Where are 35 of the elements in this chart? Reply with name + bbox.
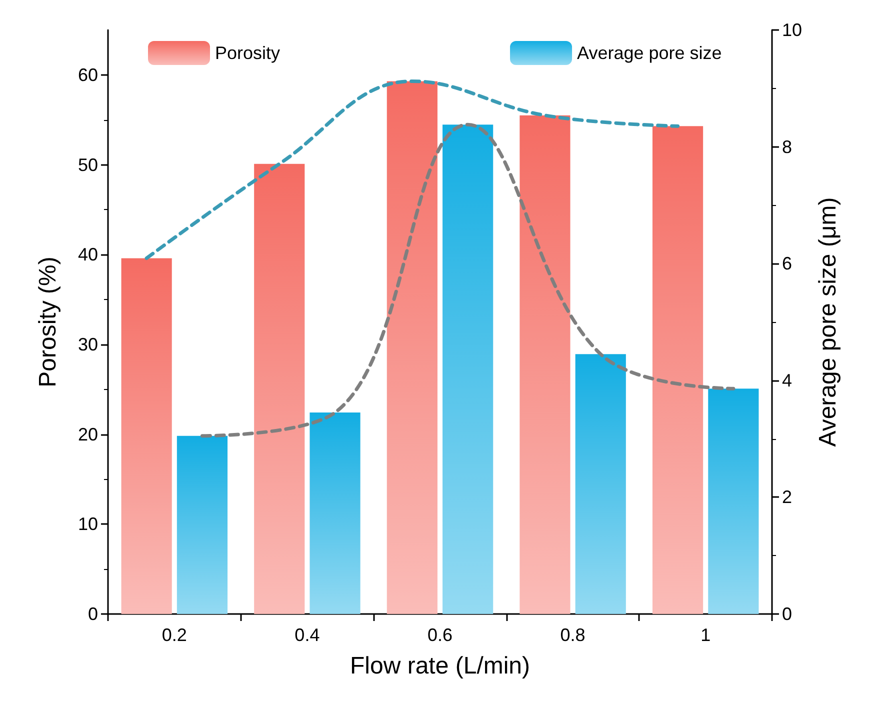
y2-tick-label: 10	[782, 20, 802, 40]
bar	[176, 436, 228, 614]
bar	[442, 124, 494, 614]
y-tick-label: 0	[88, 604, 98, 624]
x-tick-label: 1	[700, 625, 711, 645]
y-tick-label: 40	[78, 244, 98, 265]
y-tick-label: 60	[78, 64, 98, 85]
y2-tick-label: 6	[782, 254, 792, 274]
y2-tick-label: 4	[782, 370, 792, 390]
bar	[652, 126, 704, 614]
x-tick-label: 0.4	[294, 625, 320, 645]
x-axis-title: Flow rate (L/min)	[350, 652, 530, 680]
y-tick-label: 20	[78, 424, 98, 444]
bar	[575, 354, 626, 614]
legend-label: Porosity	[215, 43, 280, 63]
bar	[708, 388, 759, 614]
x-tick-label: 0.2	[162, 625, 187, 645]
y2-axis-title: Average pore size (μm)	[814, 197, 842, 447]
y2-tick-label: 0	[782, 604, 792, 624]
y2-tick-label: 2	[782, 487, 792, 508]
bar	[310, 412, 360, 614]
line-series	[200, 122, 736, 438]
legend-label: Average pore size	[577, 43, 722, 63]
bar	[386, 81, 438, 614]
line-series	[144, 79, 680, 260]
y-tick-label: 10	[78, 514, 98, 534]
bar	[520, 115, 570, 614]
x-tick-label: 0.8	[560, 625, 586, 645]
bar	[254, 164, 305, 614]
x-tick-label: 0.6	[427, 625, 453, 645]
bar	[121, 258, 172, 614]
y-axis-title: Porosity (%)	[34, 256, 62, 388]
y-tick-label: 50	[78, 154, 98, 175]
y-tick-label: 30	[78, 334, 98, 354]
y2-tick-label: 8	[782, 136, 792, 157]
